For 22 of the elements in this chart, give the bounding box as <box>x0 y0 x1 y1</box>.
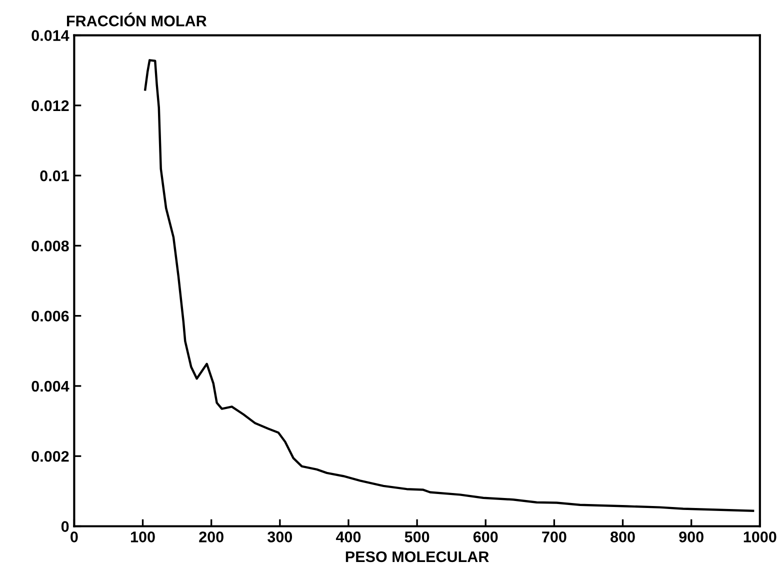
x-tick-label: 900 <box>679 532 704 542</box>
x-tick-label: 0 <box>70 532 78 542</box>
x-tick-label: 200 <box>199 532 224 542</box>
x-tick-label: 1000 <box>744 532 776 542</box>
x-tick-label: 500 <box>404 532 430 542</box>
y-tick-label: 0.002 <box>32 450 69 462</box>
x-tick-label: 300 <box>268 532 292 542</box>
x-tick-label: 400 <box>336 532 361 542</box>
y-tick-label: 0.004 <box>32 380 70 392</box>
x-tick-label: 600 <box>473 532 498 542</box>
y-tick-label: 0 <box>61 521 69 532</box>
y-tick-label: 0.01 <box>40 170 69 182</box>
y-tick-label: 0.012 <box>32 100 69 112</box>
x-tick-label: 100 <box>130 532 155 542</box>
x-tick-label: 800 <box>610 532 635 542</box>
y-axis-title: FRACCIÓN MOLAR <box>66 12 207 26</box>
x-tick-label: 700 <box>542 532 566 542</box>
x-axis-title: PESO MOLECULAR <box>346 551 489 562</box>
y-tick-label: 0.008 <box>32 240 69 252</box>
line-series <box>144 59 754 512</box>
y-tick-label: 0.006 <box>32 310 69 322</box>
y-tick-label: 0.014 <box>32 30 70 41</box>
